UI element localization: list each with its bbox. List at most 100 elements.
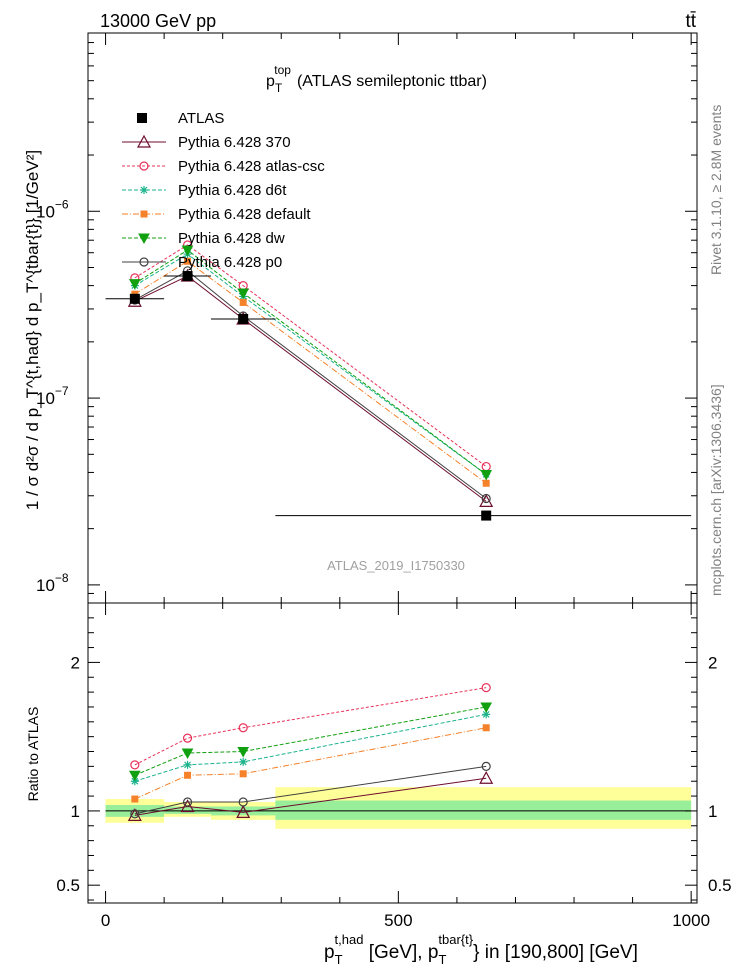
ratio-line-atlas_csc — [134, 687, 487, 766]
data-point-default — [184, 257, 192, 265]
lower-ytick-label-right: 1 — [708, 802, 717, 821]
legend-label-p370: Pythia 6.428 370 — [178, 134, 291, 151]
data-point-dw — [128, 279, 141, 290]
lower-ytick-label-right: 2 — [708, 653, 717, 672]
xlabel-rest: } in [190,800] [GeV] — [473, 942, 638, 963]
ratio-point-p0 — [481, 761, 491, 771]
xlabel-p1: p — [324, 942, 335, 963]
process-label: tt̄ — [685, 11, 696, 32]
atlas-data-point — [238, 314, 249, 325]
data-point-default — [482, 479, 490, 487]
rivet-label: Rivet 3.1.10, ≥ 2.8M events — [708, 105, 724, 275]
ratio-point-atlas_csc — [182, 733, 193, 743]
lower-ytick-label: 2 — [71, 653, 80, 672]
watermark: ATLAS_2019_I1750330 — [327, 558, 465, 573]
ratio-point-p0 — [182, 797, 193, 807]
legend: ATLAS Pythia 6.428 370 Pythia 6.428 atlas-… — [122, 110, 325, 271]
upper-ylabel: 1 / σ d²σ / d p_T^{t,had} d p_T^{tbar{t}… — [23, 150, 42, 510]
data-point-dw — [480, 469, 493, 481]
ratio-line-default — [134, 727, 487, 800]
xlabel-sub2: T — [438, 952, 446, 967]
energy-label: 13000 GeV pp — [100, 11, 216, 31]
title-p: p — [266, 73, 275, 90]
ratio-point-default — [239, 770, 247, 778]
ratio-point-p0 — [130, 809, 140, 819]
lower-ytick-label-right: 0.5 — [708, 876, 732, 895]
ratio-point-default — [482, 724, 490, 732]
series-line-default — [134, 260, 487, 484]
data-point-dw — [237, 288, 250, 300]
atlas-data-point — [481, 510, 492, 521]
series-line-dw — [134, 249, 487, 475]
upper-ytick-exp: −8 — [55, 571, 69, 585]
data-point-atlas_csc — [481, 461, 491, 472]
title-sup: top — [274, 63, 291, 77]
upper-ytick-exp: −7 — [55, 384, 69, 398]
ratio-point-dw — [480, 702, 493, 713]
ratio-point-dw — [181, 748, 194, 760]
plot-title: pTtop (ATLAS semileptonic ttbar) — [266, 63, 487, 95]
lower-ytick-label: 0.5 — [56, 876, 80, 895]
series-line-d6t — [134, 253, 487, 475]
ratio-band-inner — [164, 806, 211, 814]
lower-ylabel: Ratio to ATLAS — [25, 707, 41, 802]
ratio-line-p0 — [134, 765, 487, 815]
legend-marker-dw — [138, 233, 150, 245]
ratio-point-atlas_csc — [130, 760, 140, 770]
ratio-point-default — [184, 771, 192, 779]
x-axis-label: pTt,had [GeV], pTtbar{t}} in [190,800] [… — [324, 932, 638, 967]
ratio-point-default — [131, 795, 139, 803]
legend-label-dw: Pythia 6.428 dw — [178, 230, 285, 247]
data-point-dw — [181, 245, 194, 257]
series-line-atlas_csc — [134, 244, 487, 467]
atlas-data-point — [182, 271, 193, 282]
title-rest: (ATLAS semileptonic ttbar) — [297, 73, 487, 90]
ratio-line-p370 — [134, 777, 487, 816]
ratio-point-atlas_csc — [238, 723, 248, 733]
legend-marker-p0 — [139, 257, 149, 267]
ratio-point-p370 — [479, 770, 494, 784]
ratio-band-inner — [275, 800, 692, 820]
upper-series — [105, 240, 692, 521]
ratio-point-d6t — [239, 757, 248, 766]
legend-label-default: Pythia 6.428 default — [178, 206, 311, 223]
x-tick-label: 1000 — [672, 911, 710, 930]
ratio-point-p370 — [127, 808, 142, 821]
data-point-default — [239, 298, 247, 306]
ratio-point-p0 — [238, 797, 248, 807]
legend-marker-atlas_csc — [139, 161, 149, 171]
data-point-p0 — [481, 493, 491, 504]
title-sub: T — [275, 81, 283, 95]
xlabel-sup2: tbar{t} — [438, 932, 473, 947]
lower-ytick-label: 1 — [71, 802, 80, 821]
xlabel-sup1: t,had — [335, 932, 364, 947]
xlabel-mid: [GeV], p — [363, 942, 438, 963]
ratio-point-d6t — [482, 710, 491, 719]
series-line-p370 — [134, 275, 487, 502]
legend-label-atlas_csc: Pythia 6.428 atlas-csc — [178, 158, 325, 175]
upper-ytick-label: 10−8 — [36, 571, 69, 595]
ratio-plot — [127, 683, 494, 821]
legend-marker-default — [140, 210, 148, 218]
legend-marker-d6t — [140, 186, 148, 194]
xlabel-sub1: T — [335, 952, 343, 967]
atlas-data-point — [129, 293, 140, 304]
ratio-line-d6t — [134, 713, 487, 782]
ratio-point-p370 — [180, 799, 195, 813]
x-tick-label: 500 — [384, 911, 412, 930]
ratio-point-dw — [237, 747, 250, 758]
upper-ytick-exp: −6 — [55, 197, 69, 211]
ratio-point-atlas_csc — [481, 683, 491, 693]
legend-label-d6t: Pythia 6.428 d6t — [178, 182, 287, 199]
legend-label-p0: Pythia 6.428 p0 — [178, 254, 282, 271]
legend-marker-atlas — [137, 113, 147, 123]
ratio-point-dw — [128, 770, 141, 782]
legend-marker-p370 — [136, 134, 152, 148]
lower-frame — [87, 602, 698, 904]
ratio-point-d6t — [183, 760, 192, 769]
x-tick-label: 0 — [101, 911, 110, 930]
ratio-point-p370 — [236, 805, 251, 819]
legend-label-atlas: ATLAS — [178, 110, 224, 127]
series-line-p0 — [134, 270, 487, 499]
